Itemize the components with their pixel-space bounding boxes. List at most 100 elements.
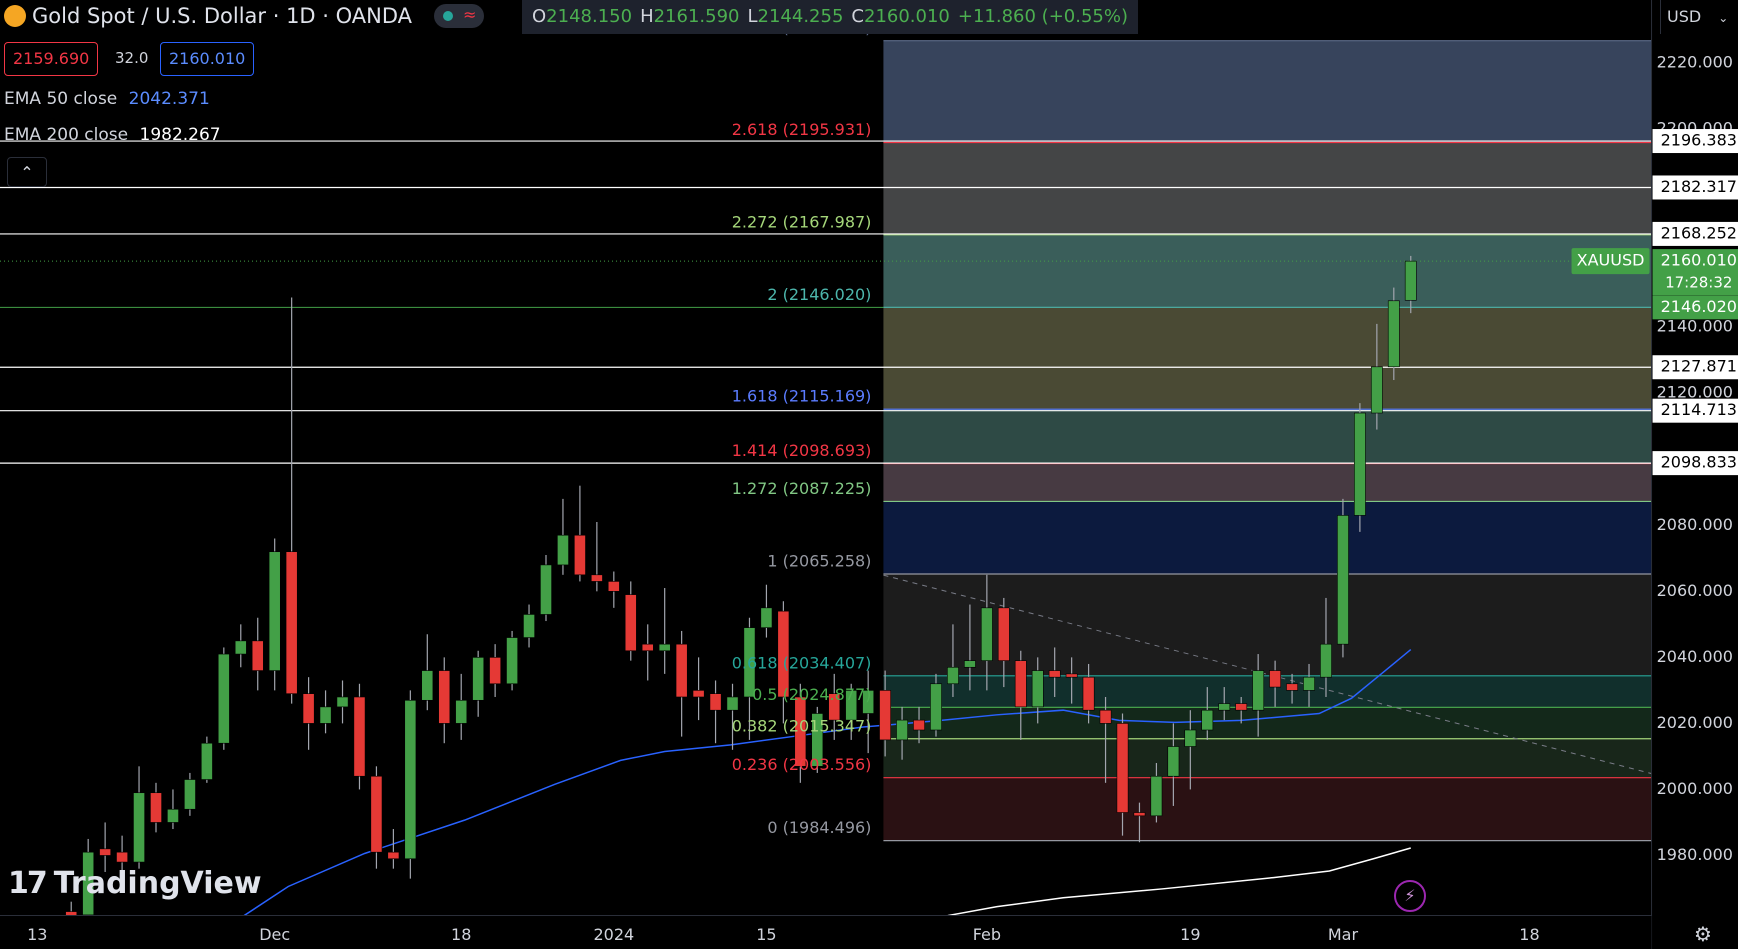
- candle-body: [1014, 660, 1027, 708]
- candle-body: [624, 594, 637, 652]
- candle-body: [523, 614, 535, 638]
- candle-body: [1303, 676, 1315, 691]
- x-tick-label: Mar: [1328, 925, 1359, 944]
- indicator-name: EMA 200 close: [4, 125, 129, 145]
- status-badge[interactable]: ≈: [434, 4, 485, 28]
- ema-line: [947, 847, 1411, 916]
- candle-body: [692, 690, 705, 698]
- candle-body: [997, 607, 1010, 661]
- hline-label: 2127.871: [1661, 357, 1737, 376]
- y-tick-label: 2220.000: [1657, 53, 1733, 72]
- symbol-icon: [4, 5, 26, 27]
- candle-body: [675, 643, 688, 698]
- status-dot: [443, 11, 454, 21]
- candle-body: [1133, 812, 1146, 817]
- candle-body: [150, 792, 162, 823]
- y-tick-label: 2060.000: [1657, 581, 1733, 600]
- indicator-name: EMA 50 close: [4, 89, 118, 109]
- candle-body: [1065, 673, 1078, 678]
- fib-band: [883, 234, 1652, 308]
- candle-body: [99, 848, 112, 856]
- fib-label: 1.618 (2115.169): [732, 387, 872, 406]
- candle-body: [370, 775, 383, 853]
- x-tick-label: 15: [756, 925, 776, 944]
- fib-label: 1 (2065.258): [767, 551, 871, 570]
- y-tick-label: 2080.000: [1657, 515, 1733, 534]
- bid-box[interactable]: 2159.690: [4, 42, 99, 76]
- time-axis: [0, 915, 1652, 949]
- ohlc-label: L: [747, 6, 758, 27]
- hline-label: 2114.713: [1661, 400, 1737, 419]
- ema50-legend: EMA 50 close 2042.371: [4, 89, 210, 109]
- candle-body: [387, 851, 400, 860]
- candle-body: [82, 851, 95, 916]
- y-tick-label: 2140.000: [1657, 317, 1733, 336]
- price-marker-label: 2160.010: [1661, 251, 1737, 270]
- candle-body: [879, 690, 892, 741]
- candle-body: [760, 607, 773, 628]
- candle-body: [930, 683, 942, 731]
- fib-label: 0.236 (2003.556): [732, 755, 872, 774]
- candle-body: [404, 699, 417, 860]
- x-tick-label: Dec: [259, 925, 290, 944]
- ohlc-label: C: [851, 6, 864, 27]
- fib-band: [883, 675, 1652, 708]
- candle-body: [964, 660, 976, 668]
- candle-body: [726, 696, 739, 711]
- change: +11.860 (+0.55%): [957, 6, 1128, 27]
- fib-label: 1.414 (2098.693): [732, 441, 872, 460]
- symbol-header: Gold Spot / U.S. Dollar · 1D · OANDA ≈: [4, 4, 485, 28]
- candle-body: [743, 627, 756, 698]
- candle-body: [913, 719, 925, 731]
- x-tick-label: 2024: [593, 925, 634, 944]
- fib-band: [883, 738, 1652, 778]
- y-tick-label: 1980.000: [1657, 845, 1733, 864]
- plot: 3 (2226.782)2.618 (2195.931)2.272 (2167.…: [0, 18, 1652, 916]
- status-wave: ≈: [463, 5, 477, 24]
- candle-body: [862, 690, 875, 714]
- candle-body: [1269, 670, 1282, 688]
- candle-body: [1048, 670, 1061, 678]
- candle-body: [506, 637, 518, 685]
- lightning-button[interactable]: ⚡: [1394, 880, 1426, 912]
- fib-band: [883, 142, 1652, 235]
- candle-body: [947, 666, 959, 685]
- candle-body: [1387, 300, 1400, 368]
- fib-label: 2.618 (2195.931): [732, 120, 872, 139]
- fib-label: 2.272 (2167.987): [732, 212, 872, 231]
- ohlc-value: 2144.255: [757, 6, 844, 27]
- fib-label: 0.382 (2015.347): [732, 716, 872, 735]
- logo-text: TradingView: [53, 866, 262, 901]
- ohlc-label: H: [640, 6, 654, 27]
- candle-body: [1404, 260, 1417, 301]
- fib-band: [883, 307, 1652, 410]
- candle-body: [217, 653, 230, 744]
- fib-band: [883, 707, 1652, 739]
- symbol-title: Gold Spot / U.S. Dollar · 1D · OANDA: [32, 4, 413, 28]
- candle-body: [1082, 676, 1095, 711]
- candle-body: [1286, 683, 1298, 691]
- settings-button[interactable]: ⚙: [1694, 922, 1712, 946]
- trendline: [883, 574, 1652, 775]
- candle-body: [234, 640, 247, 655]
- currency-select[interactable]: USD ⌄: [1660, 0, 1738, 34]
- collapse-button[interactable]: ⌃: [7, 157, 47, 187]
- candle-body: [794, 696, 807, 767]
- axis-marker-box: [1652, 295, 1738, 320]
- candle-body: [1184, 729, 1197, 747]
- hline-label: 2196.383: [1661, 131, 1737, 150]
- hline-label: 2182.317: [1661, 177, 1737, 196]
- candle-body: [184, 779, 196, 810]
- candle-body: [540, 564, 552, 615]
- hline-box: [1652, 398, 1738, 423]
- candle-body: [574, 534, 586, 576]
- fib-band: [883, 409, 1652, 464]
- fib-band: [883, 573, 1652, 676]
- hline-box: [1652, 221, 1738, 246]
- hline-label: 2098.833: [1661, 453, 1737, 472]
- fib-band: [883, 463, 1652, 502]
- ask-box[interactable]: 2160.010: [160, 42, 255, 76]
- x-tick-label: 19: [1180, 925, 1200, 944]
- symbol-tag-label: XAUUSD: [1577, 251, 1645, 270]
- candle-body: [845, 690, 858, 721]
